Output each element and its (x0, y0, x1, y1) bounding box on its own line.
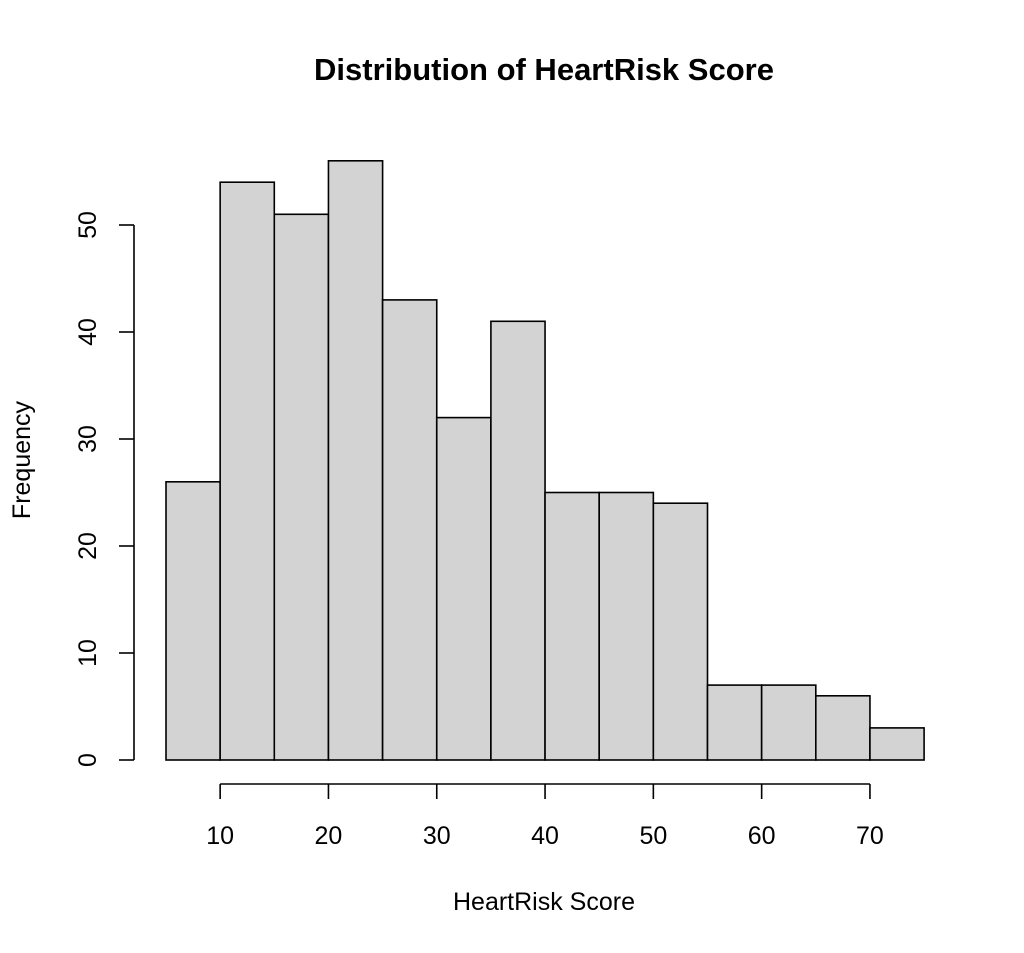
x-axis: 10 20 30 40 50 60 70 (206, 783, 884, 850)
y-tick-label: 40 (74, 318, 102, 346)
x-tick-label: 10 (206, 822, 234, 850)
histogram-bar (435, 416, 492, 761)
histogram-bar (381, 299, 438, 761)
histogram-bar (490, 320, 546, 761)
histogram-bar (165, 480, 221, 761)
histogram-bar (219, 181, 276, 761)
x-tick-label: 40 (531, 822, 559, 850)
x-tick-label: 30 (423, 822, 451, 850)
y-tick-label: 10 (74, 639, 102, 667)
y-tick-label: 50 (74, 211, 102, 239)
histogram-bar (760, 684, 817, 761)
bars-group (165, 160, 925, 761)
histogram-bar (273, 213, 330, 761)
histogram-bar (869, 727, 925, 761)
x-tick-label: 50 (639, 822, 667, 850)
histogram-bar (327, 160, 384, 761)
histogram-bar (706, 684, 763, 761)
histogram-bar (814, 694, 871, 761)
x-tick-label: 60 (748, 822, 776, 850)
histogram-bar (598, 491, 655, 761)
x-tick-label: 70 (856, 822, 884, 850)
chart-title: Distribution of HeartRisk Score (314, 52, 774, 87)
x-tick-label: 20 (315, 822, 343, 850)
y-axis: 0 10 20 30 40 50 (74, 211, 135, 767)
histogram-bar (652, 502, 709, 761)
y-tick-label: 0 (74, 753, 102, 767)
histogram-bar (544, 491, 600, 761)
y-tick-label: 30 (74, 425, 102, 453)
y-tick-label: 20 (74, 532, 102, 560)
y-axis-label: Frequency (8, 400, 36, 519)
x-axis-label: HeartRisk Score (453, 888, 635, 916)
